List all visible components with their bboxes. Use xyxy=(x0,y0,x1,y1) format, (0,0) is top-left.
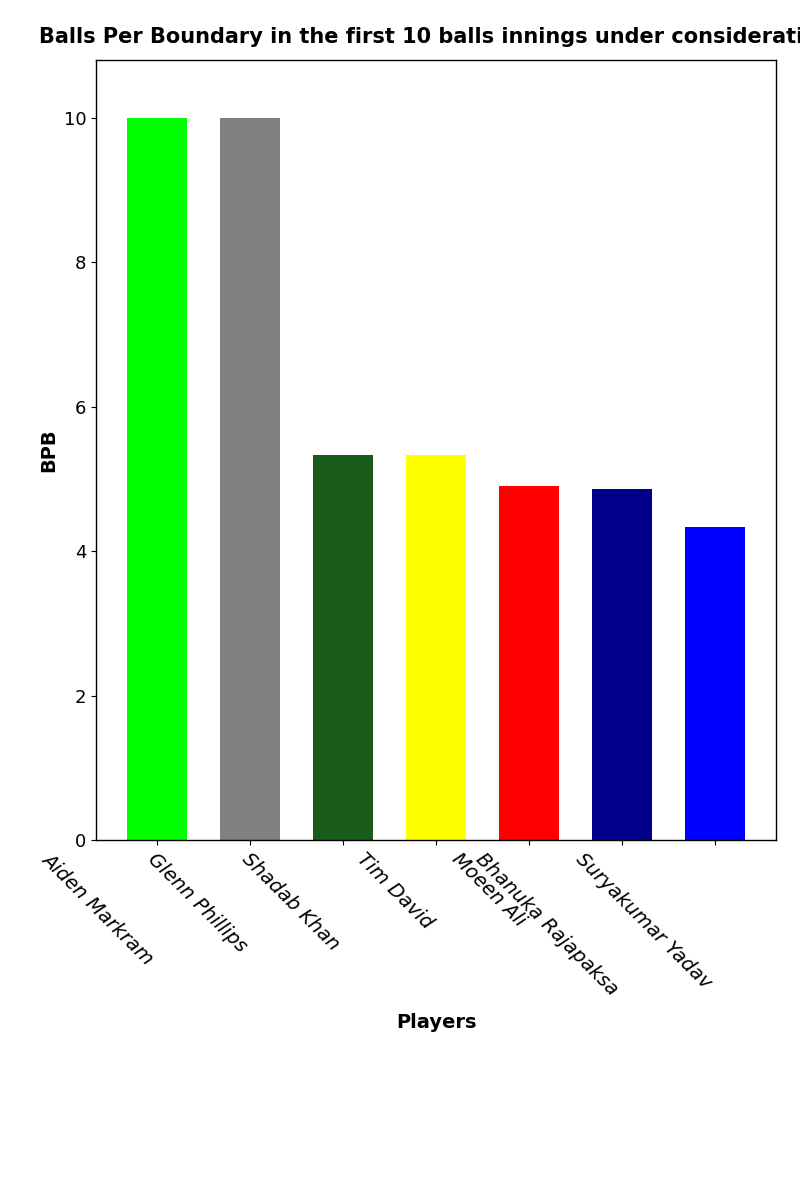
Bar xyxy=(592,490,652,840)
Bar xyxy=(406,455,466,840)
Bar xyxy=(127,118,187,840)
Y-axis label: BPB: BPB xyxy=(39,428,58,472)
Bar xyxy=(685,527,745,840)
Bar xyxy=(313,455,374,840)
Bar xyxy=(498,486,559,840)
X-axis label: Players: Players xyxy=(396,1013,476,1032)
Title: Balls Per Boundary in the first 10 balls innings under consideration: Balls Per Boundary in the first 10 balls… xyxy=(39,28,800,47)
Bar xyxy=(220,118,280,840)
